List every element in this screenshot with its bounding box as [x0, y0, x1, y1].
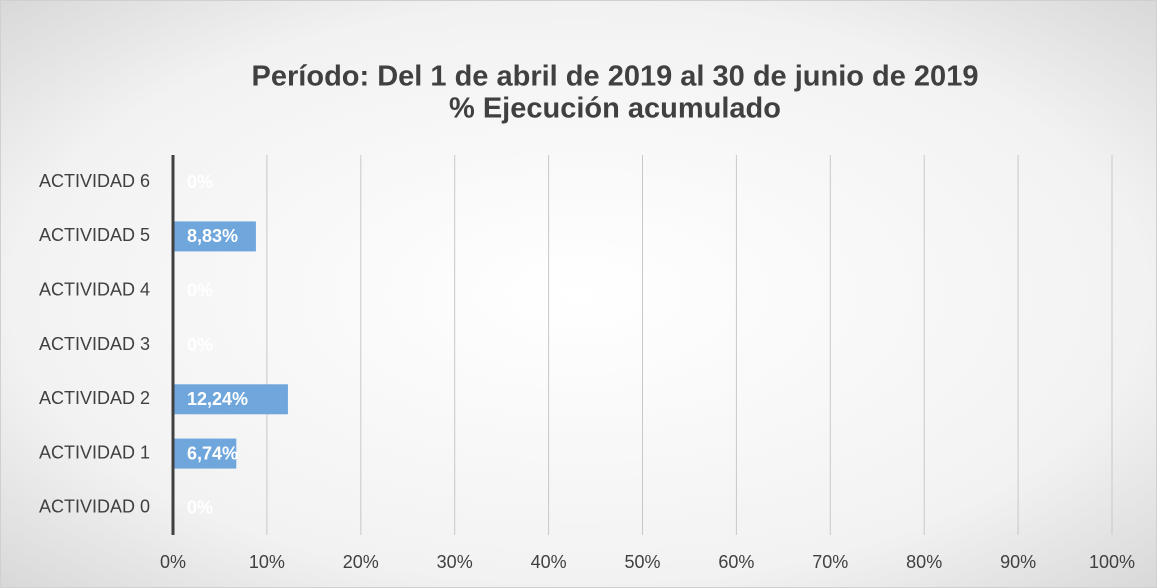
data-label: 0% [187, 280, 213, 300]
y-tick-label: ACTIVIDAD 5 [39, 225, 150, 245]
data-label: 0% [187, 335, 213, 355]
y-tick-label: ACTIVIDAD 6 [39, 171, 150, 191]
data-label: 0% [187, 172, 213, 192]
x-tick-label: 100% [1089, 552, 1135, 572]
bar [173, 221, 256, 252]
data-label: 6,74% [187, 443, 238, 463]
x-tick-label: 10% [249, 552, 285, 572]
x-tick-label: 40% [531, 552, 567, 572]
x-tick-label: 60% [718, 552, 754, 572]
bar [173, 438, 237, 469]
x-tick-label: 70% [812, 552, 848, 572]
x-tick-label: 90% [1000, 552, 1036, 572]
y-tick-label: ACTIVIDAD 0 [39, 497, 150, 517]
x-tick-label: 80% [906, 552, 942, 572]
y-tick-label: ACTIVIDAD 1 [39, 442, 150, 462]
bar [173, 384, 288, 415]
y-tick-label: ACTIVIDAD 3 [39, 334, 150, 354]
x-tick-label: 20% [343, 552, 379, 572]
x-tick-label: 0% [160, 552, 186, 572]
data-label: 0% [187, 498, 213, 518]
y-tick-label: ACTIVIDAD 4 [39, 279, 150, 299]
chart-title: Período: Del 1 de abril de 2019 al 30 de… [252, 61, 979, 93]
y-tick-label: ACTIVIDAD 2 [39, 388, 150, 408]
data-label: 12,24% [187, 389, 248, 409]
x-tick-label: 30% [437, 552, 473, 572]
x-tick-label: 50% [624, 552, 660, 572]
data-label: 8,83% [187, 226, 238, 246]
chart-title: % Ejecución acumulado [449, 93, 781, 125]
